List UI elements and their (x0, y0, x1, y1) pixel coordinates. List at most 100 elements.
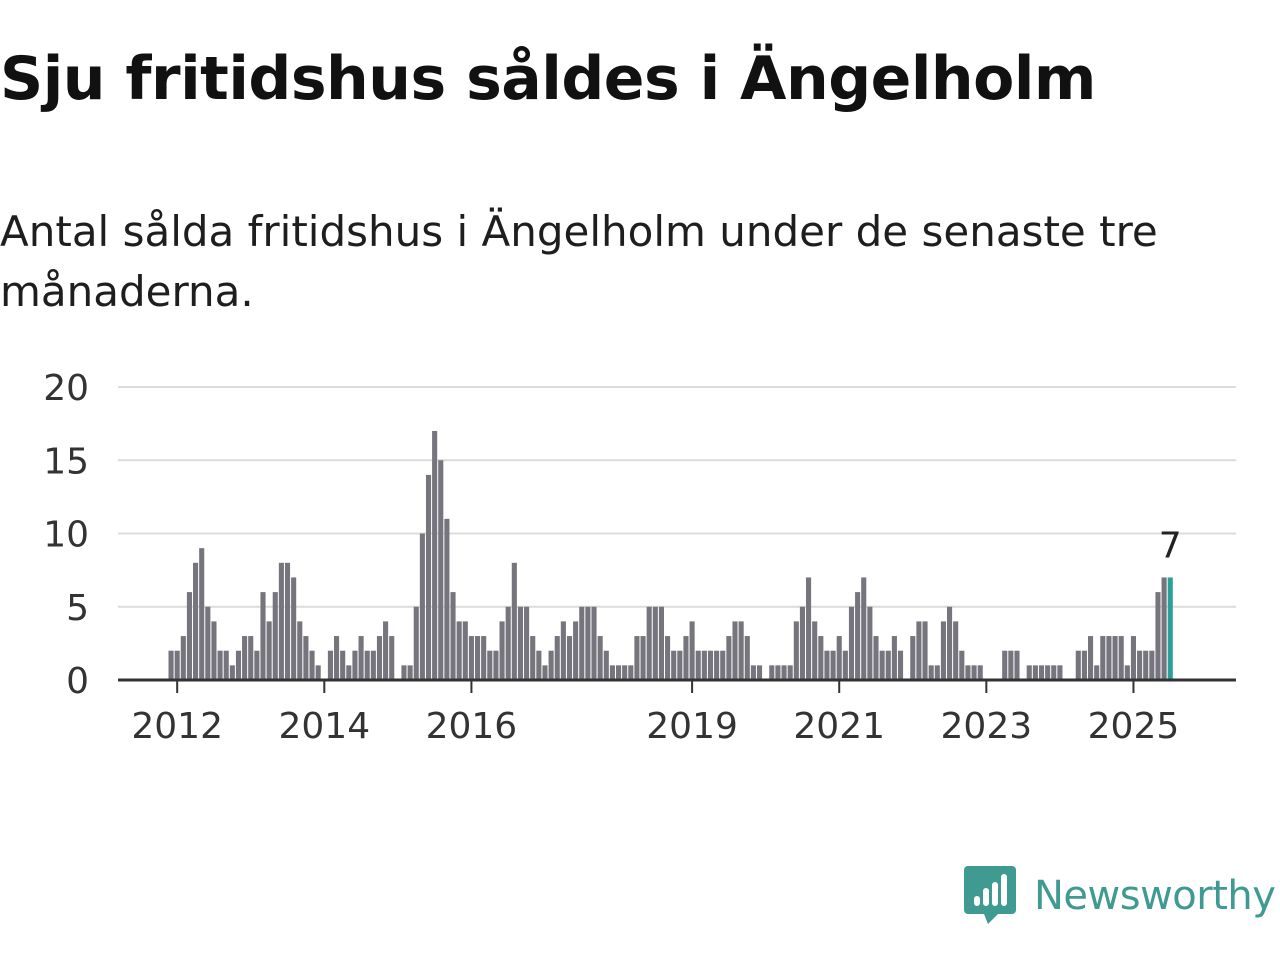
x-tick-label: 2012 (131, 706, 223, 747)
bar (413, 606, 419, 680)
bar (714, 650, 720, 680)
bar (248, 636, 254, 680)
y-axis-ticks: 0 5 10 15 20 (43, 368, 89, 702)
bar (701, 650, 707, 680)
bar (1032, 665, 1038, 680)
bar (266, 621, 272, 680)
bar (548, 650, 554, 680)
bar (462, 621, 468, 680)
bar (1106, 636, 1112, 680)
bar (793, 621, 799, 680)
newsworthy-logo: Newsworthy (964, 866, 1276, 926)
bar (242, 636, 248, 680)
bar (867, 606, 873, 680)
bar (573, 621, 579, 680)
bar (1124, 665, 1130, 680)
bar (806, 577, 812, 680)
x-tick-label: 2014 (278, 706, 370, 747)
bar (891, 636, 897, 680)
bar (235, 650, 242, 680)
bar (634, 636, 640, 680)
bar (769, 665, 775, 680)
bar (260, 592, 266, 680)
bar (364, 650, 370, 680)
bars (168, 430, 1173, 680)
bar (885, 650, 891, 680)
bar (1002, 650, 1008, 680)
bar (211, 621, 217, 680)
bar (922, 621, 928, 680)
bar (186, 592, 192, 680)
x-tick-label: 2025 (1088, 706, 1180, 747)
bar (327, 650, 333, 680)
bar (432, 430, 438, 680)
bar (1075, 650, 1081, 680)
bar (579, 606, 585, 680)
bar (744, 636, 750, 680)
bar (346, 665, 352, 680)
bar (928, 665, 934, 680)
bar (272, 592, 278, 680)
bar (726, 636, 732, 680)
y-tick-label: 0 (66, 661, 89, 702)
bar (309, 650, 315, 680)
bar (1014, 650, 1020, 680)
bar (1088, 636, 1094, 680)
bar (836, 636, 842, 680)
bar (444, 518, 450, 680)
y-tick-label: 10 (43, 515, 89, 556)
bar (530, 636, 536, 680)
bar (499, 621, 505, 680)
bar (640, 636, 646, 680)
bar (683, 636, 689, 680)
bar (229, 665, 235, 680)
bar (358, 636, 364, 680)
bar (297, 621, 303, 680)
bar (1137, 650, 1143, 680)
x-tick-label: 2016 (426, 706, 518, 747)
bar (1130, 636, 1137, 680)
x-tick-label: 2023 (941, 706, 1033, 747)
bar (689, 621, 695, 680)
bar (781, 665, 787, 680)
bar (487, 650, 493, 680)
bar (481, 636, 487, 680)
bar (965, 665, 971, 680)
bar (1149, 650, 1155, 680)
chart-title: Sju fritidshus såldes i Ängelholm (0, 44, 1096, 114)
bar (1100, 636, 1106, 680)
bar (1094, 665, 1100, 680)
bar (517, 606, 524, 680)
bar (585, 606, 591, 680)
bar (1008, 650, 1014, 680)
bar (278, 562, 284, 680)
bar (824, 650, 830, 680)
bar (775, 665, 781, 680)
bar (842, 650, 848, 680)
bar (609, 665, 615, 680)
bar (376, 636, 383, 680)
y-tick-label: 15 (43, 441, 89, 482)
data-labels: 7 (1159, 525, 1182, 566)
bar (848, 606, 855, 680)
bar (1143, 650, 1149, 680)
bar (818, 636, 824, 680)
bar (493, 650, 499, 680)
bar (1057, 665, 1063, 680)
brand-name: Newsworthy (1034, 873, 1276, 919)
bar (695, 650, 701, 680)
bar (628, 665, 634, 680)
bar (830, 650, 836, 680)
bar (940, 621, 946, 680)
bar (419, 533, 425, 680)
bar (597, 636, 603, 680)
last-value-label: 7 (1159, 525, 1182, 566)
bar (1112, 636, 1118, 680)
bar (425, 474, 432, 680)
bar (720, 650, 726, 680)
y-tick-label: 20 (43, 368, 89, 409)
bar (1045, 665, 1051, 680)
bar (855, 592, 861, 680)
bar (707, 650, 714, 680)
bar (536, 650, 542, 680)
